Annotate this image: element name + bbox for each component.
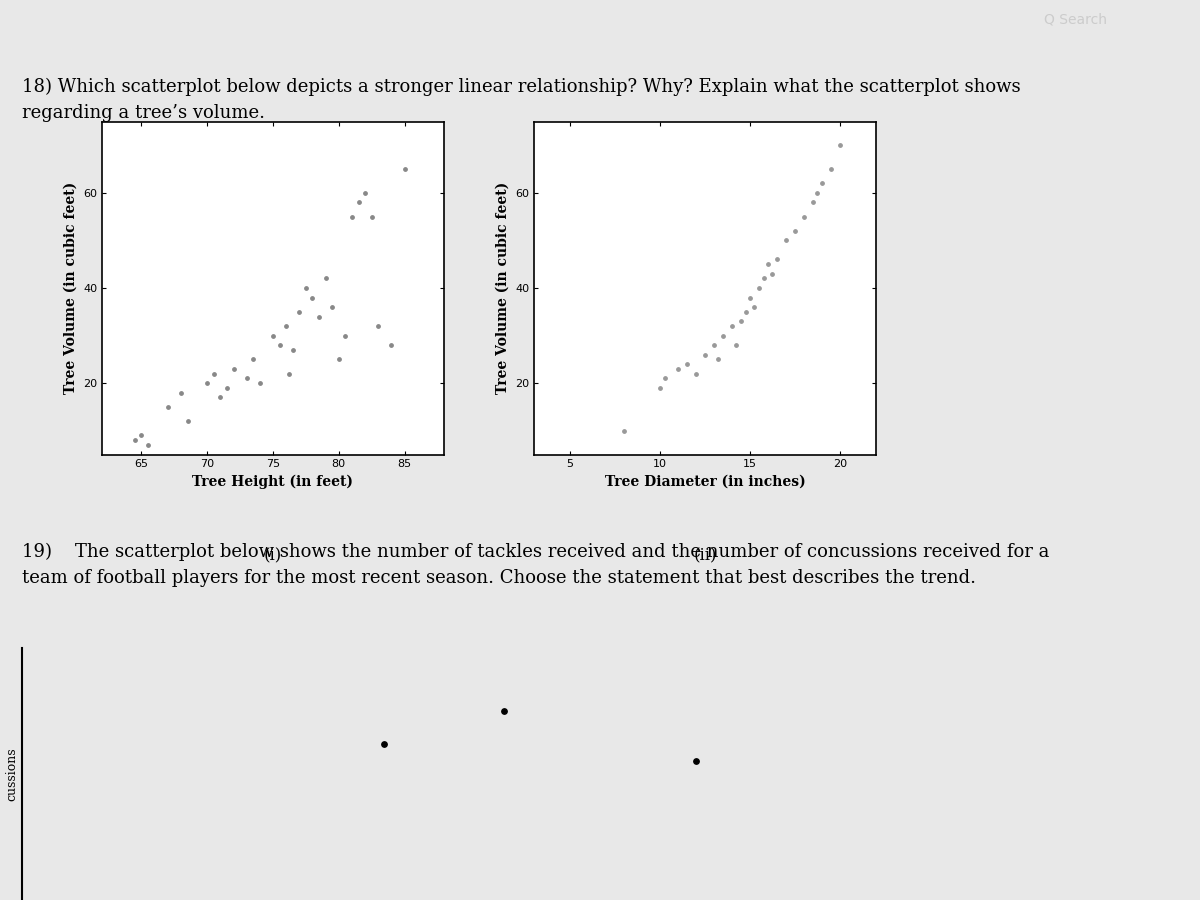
Point	[349, 195, 368, 210]
Point	[368, 319, 388, 333]
Text: 18) Which scatterplot below depicts a stronger linear relationship? Why? Explain: 18) Which scatterplot below depicts a st…	[22, 77, 1020, 122]
Point	[323, 300, 342, 314]
Point	[244, 352, 263, 366]
Point	[270, 338, 289, 352]
Point	[708, 352, 727, 366]
Point	[276, 319, 295, 333]
Point	[726, 338, 745, 352]
Point	[713, 328, 732, 343]
Point	[668, 362, 688, 376]
Point	[804, 195, 823, 210]
Point	[494, 704, 514, 718]
Point	[696, 347, 715, 362]
X-axis label: Tree Height (in feet): Tree Height (in feet)	[192, 475, 354, 490]
Point	[655, 371, 674, 385]
Point	[776, 233, 796, 248]
Point	[355, 185, 374, 200]
Point	[821, 162, 840, 176]
Point	[310, 310, 329, 324]
Point	[686, 754, 706, 769]
Point	[732, 314, 751, 328]
Point	[758, 257, 778, 272]
Point	[198, 376, 217, 391]
Text: (i): (i)	[264, 548, 282, 564]
Point	[204, 366, 223, 381]
Point	[336, 328, 355, 343]
Point	[755, 271, 774, 285]
Point	[722, 319, 742, 333]
Point	[812, 176, 832, 191]
Point	[614, 424, 634, 438]
X-axis label: Tree Diameter (in inches): Tree Diameter (in inches)	[605, 475, 805, 489]
Point	[289, 304, 308, 319]
Point	[158, 400, 178, 414]
Y-axis label: cussions: cussions	[6, 747, 19, 801]
Point	[362, 210, 382, 224]
Point	[342, 210, 361, 224]
Point	[172, 385, 191, 400]
Point	[744, 300, 763, 314]
Point	[762, 266, 781, 281]
Point	[329, 352, 348, 366]
Point	[283, 343, 302, 357]
Point	[806, 185, 826, 200]
Text: 19)    The scatterplot below shows the number of tackles received and the number: 19) The scatterplot below shows the numb…	[22, 543, 1049, 587]
Point	[264, 328, 283, 343]
Point	[737, 304, 756, 319]
Point	[125, 433, 144, 447]
Point	[740, 291, 760, 305]
Point	[374, 736, 394, 751]
Point	[382, 338, 401, 352]
Point	[830, 138, 850, 152]
Y-axis label: Tree Volume (in cubic feet): Tree Volume (in cubic feet)	[64, 182, 78, 394]
Text: (ii): (ii)	[694, 548, 716, 564]
Point	[138, 437, 157, 452]
Point	[316, 271, 335, 285]
Point	[302, 291, 322, 305]
Point	[686, 366, 706, 381]
Point	[132, 428, 151, 443]
Point	[786, 224, 805, 238]
Point	[251, 376, 270, 391]
Point	[677, 357, 696, 372]
Point	[650, 381, 670, 395]
Text: Q Search: Q Search	[1044, 13, 1108, 26]
Point	[395, 162, 414, 176]
Point	[296, 281, 316, 295]
Point	[217, 381, 236, 395]
Point	[704, 338, 724, 352]
Point	[178, 414, 197, 428]
Point	[280, 366, 299, 381]
Point	[238, 371, 257, 385]
Point	[794, 210, 814, 224]
Point	[768, 252, 787, 266]
Point	[211, 391, 230, 405]
Y-axis label: Tree Volume (in cubic feet): Tree Volume (in cubic feet)	[496, 182, 510, 394]
Point	[749, 281, 769, 295]
Point	[224, 362, 244, 376]
